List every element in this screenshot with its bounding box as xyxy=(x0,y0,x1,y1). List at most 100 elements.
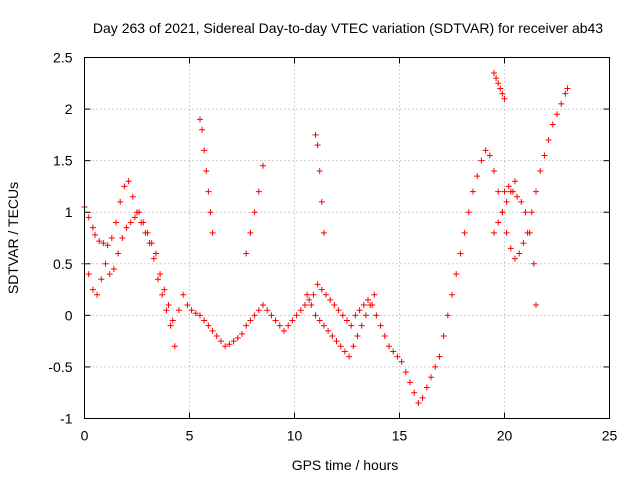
data-point-track-a xyxy=(176,307,182,314)
data-point-track-a xyxy=(327,296,334,303)
data-point-track-a xyxy=(520,240,527,247)
data-point-track-f xyxy=(346,353,353,360)
data-point-track-a xyxy=(268,312,275,319)
data-point-track-i xyxy=(499,209,506,216)
data-point-track-a xyxy=(344,317,350,324)
data-point-track-f xyxy=(325,327,332,334)
data-point-track-a xyxy=(440,332,447,339)
data-point-track-a xyxy=(150,255,157,262)
data-point-track-e xyxy=(318,198,325,205)
axis-ticks xyxy=(84,57,610,419)
data-points xyxy=(81,69,571,407)
data-point-track-g xyxy=(499,90,506,97)
data-point-track-a xyxy=(201,317,208,324)
data-point-track-a xyxy=(264,307,271,314)
data-point-track-b xyxy=(165,302,172,309)
data-point-track-a xyxy=(285,322,292,329)
data-point-track-a xyxy=(348,322,355,329)
data-point-track-b xyxy=(148,240,155,247)
data-point-track-b xyxy=(85,271,92,278)
data-point-track-a xyxy=(318,286,325,293)
data-point-track-a xyxy=(184,302,191,309)
data-point-track-a xyxy=(171,343,178,350)
x-tick-label: 0 xyxy=(81,428,89,444)
data-point-track-a xyxy=(537,167,544,174)
data-point-track-d xyxy=(243,250,250,257)
data-point-track-a xyxy=(113,219,119,226)
data-point-track-c xyxy=(199,126,206,133)
grid-lines xyxy=(84,57,610,419)
data-point-track-a xyxy=(419,394,426,401)
data-point-track-a xyxy=(360,302,367,309)
data-point-track-i xyxy=(507,188,514,195)
data-point-track-a xyxy=(314,281,321,288)
data-point-track-d xyxy=(260,162,266,169)
data-point-track-a xyxy=(230,338,237,345)
data-point-track-e xyxy=(312,131,319,138)
data-point-track-a xyxy=(377,322,384,329)
data-point-track-a xyxy=(310,291,317,298)
data-point-track-h xyxy=(533,302,539,309)
data-point-track-b xyxy=(144,229,151,236)
data-point-track-a xyxy=(247,317,254,324)
data-point-track-i xyxy=(503,198,510,205)
data-point-track-a xyxy=(449,291,455,298)
data-point-track-a xyxy=(89,224,96,231)
data-point-track-a xyxy=(331,302,338,309)
data-point-track-b xyxy=(136,209,143,216)
data-point-track-a xyxy=(260,302,266,309)
data-point-track-a xyxy=(117,198,124,205)
data-point-track-a xyxy=(465,209,472,216)
data-point-track-c xyxy=(201,147,208,154)
data-point-track-h xyxy=(522,209,529,216)
data-point-track-a xyxy=(335,307,342,314)
y-tick-label: 2 xyxy=(65,101,73,117)
x-tick-label: 20 xyxy=(497,428,513,444)
data-point-track-a xyxy=(218,338,224,345)
y-tick-labels: -1 -0.5 0 0.5 1 1.5 2 2.5 xyxy=(48,50,72,427)
y-tick-label: 0 xyxy=(65,307,73,323)
data-point-track-i xyxy=(495,219,502,226)
data-point-track-c xyxy=(207,209,214,216)
data-point-track-a xyxy=(365,296,371,303)
data-point-track-a xyxy=(486,152,493,159)
data-point-track-f xyxy=(304,291,311,298)
data-point-track-f xyxy=(367,302,374,309)
data-point-track-c xyxy=(205,188,212,195)
data-point-track-a xyxy=(209,327,216,334)
data-point-track-a xyxy=(85,214,92,221)
data-point-track-a xyxy=(453,271,460,278)
data-point-track-b xyxy=(123,224,130,231)
data-point-track-a xyxy=(192,310,199,317)
data-point-track-a xyxy=(507,245,514,252)
data-point-track-a xyxy=(129,193,136,200)
data-point-track-b xyxy=(98,276,105,283)
data-point-track-a xyxy=(461,229,468,236)
data-point-track-a xyxy=(394,353,401,360)
data-point-track-a xyxy=(243,322,250,329)
data-point-track-h xyxy=(518,198,525,205)
data-point-track-a xyxy=(386,343,392,350)
data-point-track-a xyxy=(444,312,451,319)
x-tick-labels: 0 5 10 15 20 25 xyxy=(81,428,618,444)
data-point-track-a xyxy=(104,242,111,249)
data-point-track-a xyxy=(512,255,518,262)
data-point-track-a xyxy=(407,379,413,386)
data-point-track-b xyxy=(157,271,164,278)
data-point-track-b xyxy=(140,219,147,226)
data-point-track-f xyxy=(362,312,369,319)
data-point-track-f xyxy=(371,291,378,298)
data-point-track-c xyxy=(203,167,210,174)
data-point-track-a xyxy=(470,188,476,195)
data-point-track-b xyxy=(119,235,126,241)
data-point-track-a xyxy=(562,90,569,97)
data-point-track-f xyxy=(350,343,357,350)
data-point-track-c xyxy=(209,229,216,236)
y-axis-label: SDTVAR / TECUs xyxy=(5,182,21,294)
data-point-track-a xyxy=(491,167,497,174)
data-point-track-a xyxy=(352,312,359,319)
data-point-track-a xyxy=(411,389,418,396)
data-point-track-a xyxy=(92,231,98,238)
data-point-track-a xyxy=(255,307,262,314)
